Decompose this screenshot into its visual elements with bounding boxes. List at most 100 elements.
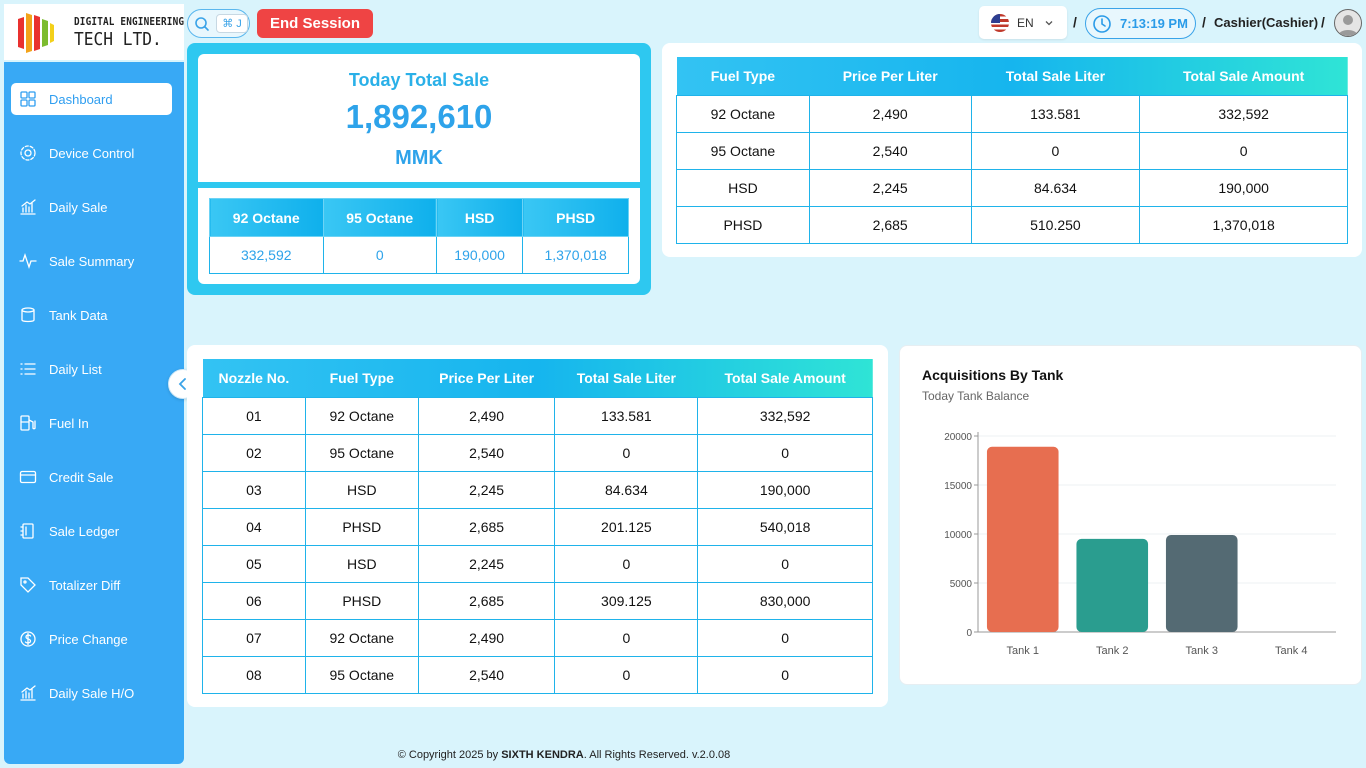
table-cell: 0 [697, 618, 873, 657]
credit-card-icon [19, 470, 37, 484]
fuel-summary-card: Fuel Type Price Per Liter Total Sale Liter… [662, 43, 1362, 257]
table-cell: 08 [202, 655, 306, 694]
brand-line-1: DIGITAL ENGINEERING [74, 14, 185, 28]
table-cell: HSD [304, 470, 419, 509]
sidebar-item-label: Tank Data [49, 307, 108, 323]
table-cell: 2,490 [417, 618, 556, 657]
column-header: Nozzle No. [218, 369, 290, 386]
table-cell: 190,000 [435, 236, 524, 274]
table-cell: HSD [304, 544, 419, 583]
sidebar-item-sale-ledger[interactable]: Sale Ledger [11, 515, 172, 547]
y-tick-label: 10000 [944, 530, 972, 541]
brand-logo: DIGITAL ENGINEERING TECH LTD. [4, 4, 184, 60]
table-cell: 830,000 [697, 581, 873, 620]
end-session-button[interactable]: End Session [257, 9, 373, 38]
table-cell: 03 [202, 470, 306, 509]
table-row: 92 Octane 2,490 133.581 332,592 [676, 94, 1348, 133]
table-row: 04 PHSD 2,685 201.125 540,018 [202, 507, 873, 546]
column-header: Total Sale Liter [576, 369, 677, 386]
table-cell: PHSD [676, 205, 810, 244]
table-cell: 0 [970, 131, 1141, 170]
sidebar-item-label: Daily Sale H/O [49, 685, 135, 701]
column-header: Total Sale Amount [1182, 67, 1305, 84]
table-cell: 0 [697, 433, 873, 472]
sidebar-item-totalizer-diff[interactable]: Totalizer Diff [11, 569, 172, 601]
search-shortcut: ⌘ J [216, 14, 248, 33]
sidebar-item-label: Sale Summary [49, 253, 135, 269]
avatar[interactable] [1334, 9, 1362, 37]
table-cell: 201.125 [554, 507, 699, 546]
sidebar-item-device-control[interactable]: Device Control [11, 137, 172, 169]
list-icon [20, 363, 36, 375]
header-separator: / [1073, 14, 1077, 30]
footer-prefix: © Copyright 2025 by [397, 749, 502, 761]
sidebar-item-label: Totalizer Diff [49, 577, 121, 593]
table-cell: 0 [554, 655, 699, 694]
clock-display: 7:13:19 PM [1085, 8, 1196, 39]
sidebar-item-label: Credit Sale [49, 469, 114, 485]
header-separator: / [1321, 14, 1325, 30]
table-cell: 06 [202, 581, 306, 620]
table-row: 01 92 Octane 2,490 133.581 332,592 [202, 396, 873, 435]
table-cell: 95 Octane [676, 131, 810, 170]
table-cell: 2,540 [417, 433, 556, 472]
table-row: 02 95 Octane 2,540 0 0 [202, 433, 873, 472]
table-cell: 190,000 [697, 470, 873, 509]
table-row: 06 PHSD 2,685 309.125 830,000 [202, 581, 873, 620]
bar-tank-2[interactable] [1076, 538, 1149, 632]
footer-company: SIXTH KENDRA [501, 749, 584, 761]
table-cell: 332,592 [1139, 94, 1348, 133]
logo-icon [12, 9, 58, 55]
dashboard-icon [20, 91, 36, 107]
sidebar-item-credit-sale[interactable]: Credit Sale [11, 461, 172, 493]
y-tick-label: 5000 [950, 579, 973, 590]
chart-subtitle: Today Tank Balance [922, 389, 1030, 403]
x-tick-label: Tank 2 [1096, 645, 1128, 657]
column-header: Fuel Type [710, 67, 776, 84]
table-cell: 540,018 [697, 507, 873, 546]
price-icon [20, 631, 36, 647]
table-cell: 309.125 [554, 581, 699, 620]
column-header: Total Sale Amount [724, 369, 846, 386]
gear-icon [20, 145, 36, 161]
table-cell: 2,540 [417, 655, 556, 694]
table-cell: 04 [202, 507, 306, 546]
table-cell: 2,490 [417, 396, 556, 435]
chevron-left-icon [178, 378, 186, 390]
sidebar-item-daily-sale-h-o[interactable]: Daily Sale H/O [11, 677, 172, 709]
y-tick-label: 20000 [944, 432, 972, 443]
table-cell: 2,685 [417, 581, 556, 620]
brand-line-2: TECH LTD. [74, 28, 162, 50]
table-cell: 2,490 [808, 94, 972, 133]
column-header: Price Per Liter [439, 369, 535, 386]
x-tick-label: Tank 3 [1186, 645, 1218, 657]
table-cell: 2,540 [808, 131, 972, 170]
table-cell: 2,685 [417, 507, 556, 546]
sidebar-item-label: Sale Ledger [49, 523, 120, 539]
sidebar-item-sale-summary[interactable]: Sale Summary [11, 245, 172, 277]
language-selector[interactable]: EN [979, 6, 1067, 39]
user-name: Cashier(Cashier) [1214, 15, 1319, 30]
x-tick-label: Tank 4 [1275, 645, 1307, 657]
bar-tank-1[interactable] [986, 446, 1059, 632]
bar-tank-3[interactable] [1165, 534, 1238, 632]
sidebar-item-label: Daily List [49, 361, 102, 377]
table-cell: 332,592 [697, 396, 873, 435]
table-row: 08 95 Octane 2,540 0 0 [202, 655, 873, 694]
clock-time: 7:13:19 PM [1120, 16, 1188, 31]
sidebar-item-daily-list[interactable]: Daily List [11, 353, 172, 385]
bar-chart-icon [20, 685, 36, 701]
divider [194, 182, 644, 188]
sidebar-item-tank-data[interactable]: Tank Data [11, 299, 172, 331]
column-header: Fuel Type [329, 369, 394, 386]
table-cell: HSD [676, 168, 810, 207]
database-icon [21, 307, 35, 323]
x-tick-label: Tank 1 [1007, 645, 1039, 657]
sidebar-item-fuel-in[interactable]: Fuel In [11, 407, 172, 439]
search-button[interactable]: ⌘ J [187, 9, 250, 38]
sidebar-item-daily-sale[interactable]: Daily Sale [11, 191, 172, 223]
table-row: HSD 2,245 84.634 190,000 [676, 168, 1348, 207]
sidebar-item-dashboard[interactable]: Dashboard [11, 83, 172, 115]
sidebar-item-price-change[interactable]: Price Change [11, 623, 172, 655]
tank-bar-chart: 0 5000 10000 15000 20000 Tank 1 Tank 2 Tank 3 Ta… [944, 432, 1336, 657]
